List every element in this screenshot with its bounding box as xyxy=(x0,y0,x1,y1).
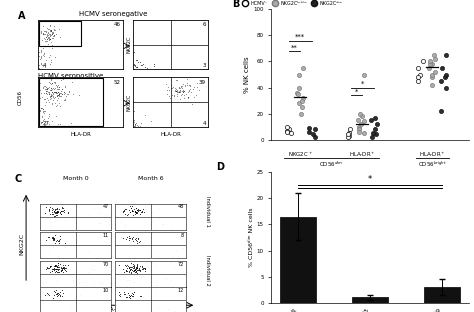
Point xyxy=(441,75,448,80)
Text: HLA-DR$^+$: HLA-DR$^+$ xyxy=(349,150,375,159)
Point xyxy=(414,79,421,84)
Point xyxy=(299,66,307,71)
Text: *: * xyxy=(355,89,358,95)
Point xyxy=(442,52,449,57)
Point xyxy=(294,92,301,97)
Text: D: D xyxy=(216,162,224,172)
Point xyxy=(437,109,445,114)
Point xyxy=(414,75,421,80)
Text: Month 6: Month 6 xyxy=(138,176,164,181)
Point xyxy=(371,115,378,120)
Point xyxy=(306,125,313,130)
Point xyxy=(346,133,353,138)
Point xyxy=(345,132,352,137)
Text: Individual 1: Individual 1 xyxy=(205,196,210,227)
Point xyxy=(356,111,364,116)
Point xyxy=(430,52,438,57)
Text: HCMV seropositive: HCMV seropositive xyxy=(38,73,103,79)
Point xyxy=(427,61,434,66)
Text: *: * xyxy=(368,175,373,184)
Text: C: C xyxy=(14,173,21,183)
Text: HLA-DR: HLA-DR xyxy=(101,307,125,312)
Bar xyxy=(352,297,388,303)
Bar xyxy=(281,217,316,303)
Text: HLA-DR: HLA-DR xyxy=(70,132,91,137)
Point xyxy=(442,85,450,90)
Point xyxy=(346,131,353,136)
Point xyxy=(368,134,376,139)
Point xyxy=(296,101,303,106)
Point xyxy=(431,70,439,75)
Point xyxy=(371,127,379,132)
Y-axis label: % NK cells: % NK cells xyxy=(245,56,250,93)
Point xyxy=(428,61,436,66)
Point xyxy=(361,119,368,124)
Point xyxy=(443,72,450,77)
Text: ***: *** xyxy=(295,34,305,40)
Point xyxy=(368,118,375,123)
Point xyxy=(293,90,301,95)
Point xyxy=(355,124,363,129)
Text: CD56$^{dim}$: CD56$^{dim}$ xyxy=(319,160,343,169)
Point xyxy=(285,127,293,132)
Point xyxy=(428,75,436,80)
Point xyxy=(431,56,439,61)
Text: NKG2C$^+$: NKG2C$^+$ xyxy=(288,150,313,159)
Text: HCMV seronegative: HCMV seronegative xyxy=(79,11,147,17)
Point xyxy=(306,129,313,134)
Point xyxy=(299,98,306,103)
Point xyxy=(311,127,319,132)
Point xyxy=(355,129,363,134)
Point xyxy=(438,79,445,84)
Point xyxy=(358,114,365,119)
Point xyxy=(357,122,365,127)
Point xyxy=(295,85,303,90)
Point xyxy=(311,134,319,139)
Text: HLA-DR$^+$: HLA-DR$^+$ xyxy=(419,150,446,159)
Legend: HCMV⁻, NKG2Cᵇʳⁱᵏʰᵗ, NKG2Cᵈⁱᵐ: HCMV⁻, NKG2Cᵇʳⁱᵏʰᵗ, NKG2Cᵈⁱᵐ xyxy=(238,0,345,8)
Point xyxy=(283,129,291,134)
Text: Individual 2: Individual 2 xyxy=(205,255,210,285)
Text: Month 0: Month 0 xyxy=(63,176,88,181)
Point xyxy=(428,72,436,77)
Point xyxy=(310,132,317,137)
Point xyxy=(283,124,291,129)
Y-axis label: % CD56ᵈⁱᵐ NK cells: % CD56ᵈⁱᵐ NK cells xyxy=(249,208,254,267)
Point xyxy=(355,127,363,132)
Point xyxy=(369,131,377,136)
Point xyxy=(296,72,303,77)
Point xyxy=(361,72,368,77)
Point xyxy=(299,105,306,110)
Point xyxy=(346,127,354,132)
Point xyxy=(419,59,427,64)
Point xyxy=(360,131,368,136)
Bar xyxy=(424,287,460,303)
Text: A: A xyxy=(18,11,26,21)
Point xyxy=(428,82,436,87)
Point xyxy=(417,72,424,77)
Point xyxy=(372,132,380,137)
Point xyxy=(355,118,362,123)
Point xyxy=(287,131,295,136)
Text: B: B xyxy=(232,0,239,9)
Text: *: * xyxy=(360,81,364,87)
Text: NKG2C: NKG2C xyxy=(19,233,25,255)
Point xyxy=(297,111,305,116)
Point xyxy=(438,66,446,71)
Text: CD56$^{bright}$: CD56$^{bright}$ xyxy=(418,160,447,169)
Point xyxy=(425,66,433,71)
Point xyxy=(426,59,433,64)
Text: **: ** xyxy=(291,44,298,51)
Point xyxy=(414,66,422,71)
Point xyxy=(284,128,292,133)
Point xyxy=(344,134,352,139)
Text: HLA-DR: HLA-DR xyxy=(160,132,181,137)
Point xyxy=(374,122,381,127)
Point xyxy=(299,95,306,100)
Text: CD56: CD56 xyxy=(18,90,23,105)
